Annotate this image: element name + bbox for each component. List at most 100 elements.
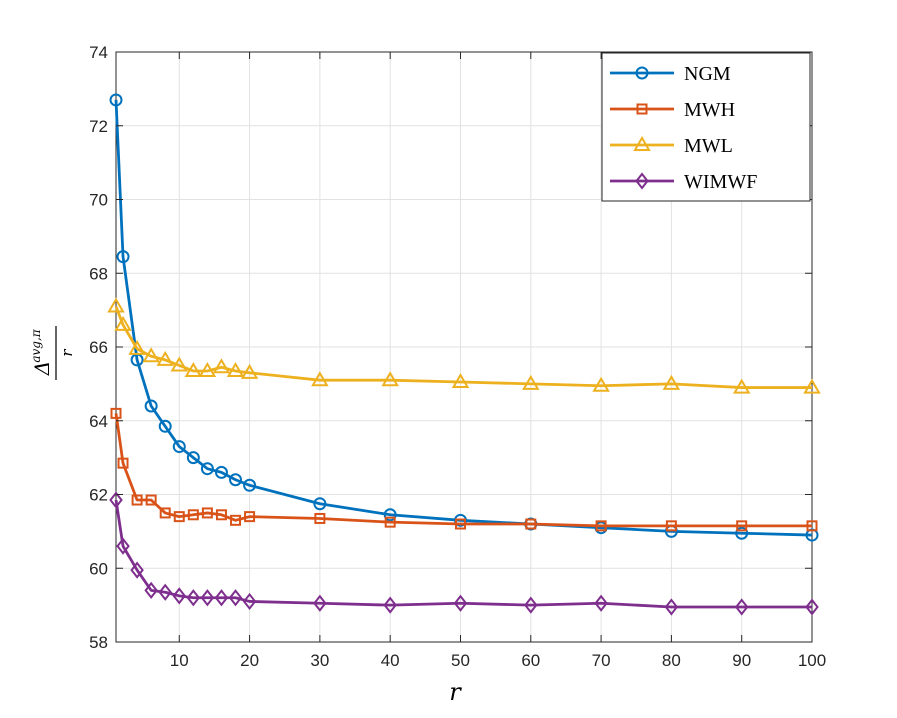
data-point-ngm (186, 451, 200, 465)
data-point-wimwf (200, 589, 215, 607)
data-point-mwl (592, 376, 610, 392)
data-point-wimwf (172, 587, 187, 605)
data-point-wimwf (186, 589, 201, 607)
data-point-mwl (732, 378, 751, 394)
data-point-ngm (109, 93, 123, 107)
legend-label-mwh: MWH (684, 99, 735, 121)
y-tick-label: 60 (89, 559, 108, 578)
data-point-ngm (243, 478, 257, 492)
series-line-mwh (114, 413, 812, 528)
legend-item-wimwf: WIMWF (610, 171, 757, 193)
data-point-mwh (665, 520, 677, 532)
data-point-wimwf (524, 596, 538, 614)
legend-label-mwl: MWL (684, 135, 733, 157)
data-point-ngm (172, 440, 186, 454)
data-point-mwh (736, 520, 748, 532)
data-point-mwh (244, 511, 256, 523)
y-tick-label: 70 (89, 191, 108, 210)
data-point-mwl (522, 374, 540, 390)
data-point-wimwf (214, 589, 229, 607)
data-point-mwh (145, 494, 157, 506)
data-point-wimwf (594, 594, 608, 612)
y-tick-label: 66 (89, 338, 108, 357)
legend-marker-ngm (635, 66, 649, 80)
data-point-wimwf (228, 589, 243, 607)
y-tick-label: 58 (89, 633, 108, 652)
y-tick-label: 64 (89, 412, 108, 431)
legend-marker-wimwf (635, 172, 649, 190)
x-tick-label: 50 (451, 651, 470, 670)
data-point-ngm (735, 526, 749, 540)
data-point-mwh (384, 516, 396, 528)
legend-label-ngm: NGM (684, 63, 731, 85)
data-point-ngm (214, 465, 228, 479)
data-point-mwh (173, 511, 185, 523)
data-point-mwh (806, 520, 818, 532)
data-point-mwl (451, 373, 470, 389)
data-point-mwh (454, 518, 466, 530)
series-wimwf (109, 491, 819, 616)
legend-label-wimwf: WIMWF (684, 171, 757, 193)
legend-box (601, 52, 811, 202)
x-tick-label: 100 (798, 651, 826, 670)
x-axis-label: r (449, 678, 462, 706)
data-point-wimwf (453, 594, 468, 612)
series-line-wimwf (114, 499, 812, 609)
data-point-mwh (230, 514, 242, 526)
axis-ticks: 10 20 30 40 50 60 70 80 90 100 58 60 62 64 66 68 70 72 74 (89, 43, 826, 670)
data-point-mwh (314, 512, 326, 524)
data-point-mwh (117, 457, 129, 469)
data-point-mwl (198, 361, 217, 377)
data-point-ngm (229, 473, 243, 487)
data-point-ngm (383, 508, 397, 522)
legend-item-mwl: MWL (610, 135, 733, 157)
legend: NGM MWH MWL WIMWF (601, 52, 811, 202)
x-tick-label: 20 (240, 651, 259, 670)
data-point-mwl (170, 356, 189, 372)
data-point-mwl (381, 371, 399, 387)
data-point-mwh (201, 507, 213, 519)
data-point-mwl (240, 363, 259, 379)
data-point-wimwf (109, 491, 123, 509)
legend-marker-mwh (636, 103, 648, 115)
data-point-mwl (184, 361, 203, 377)
data-point-mwh (131, 494, 143, 506)
x-tick-label: 40 (381, 651, 400, 670)
x-tick-label: 30 (310, 651, 329, 670)
data-point-wimwf (313, 594, 327, 612)
data-point-mwl (156, 350, 174, 366)
data-point-mwl (114, 315, 132, 331)
data-point-wimwf (805, 598, 819, 616)
series-line-mwl (114, 305, 812, 389)
series-layer (107, 93, 821, 616)
y-tick-label: 72 (89, 117, 108, 136)
data-point-wimwf (664, 598, 679, 616)
data-point-mwh (110, 407, 122, 419)
data-point-mwh (525, 518, 537, 530)
data-point-wimwf (144, 581, 158, 599)
data-point-wimwf (383, 596, 397, 614)
x-tick-label: 60 (521, 651, 540, 670)
data-point-mwh (595, 520, 607, 532)
data-point-ngm (144, 399, 158, 413)
x-tick-label: 70 (592, 651, 611, 670)
data-point-mwl (212, 358, 231, 374)
data-point-wimwf (116, 537, 130, 555)
data-point-wimwf (734, 598, 749, 616)
data-point-mwl (311, 371, 329, 387)
x-tick-label: 10 (170, 651, 189, 670)
y-axis-label-superscript: avg,π (29, 328, 43, 362)
data-point-ngm (158, 419, 172, 433)
series-mwl (107, 297, 821, 394)
series-line-ngm (114, 99, 813, 537)
x-tick-label: 90 (732, 651, 751, 670)
data-point-mwl (128, 339, 146, 355)
legend-item-ngm: NGM (610, 63, 731, 85)
y-axis-label-denominator: r (58, 349, 76, 357)
data-point-wimwf (158, 583, 172, 601)
y-tick-label: 74 (89, 43, 108, 62)
y-tick-label: 62 (89, 486, 108, 505)
legend-item-mwh: MWH (610, 99, 735, 121)
legend-marker-mwl (633, 136, 651, 151)
